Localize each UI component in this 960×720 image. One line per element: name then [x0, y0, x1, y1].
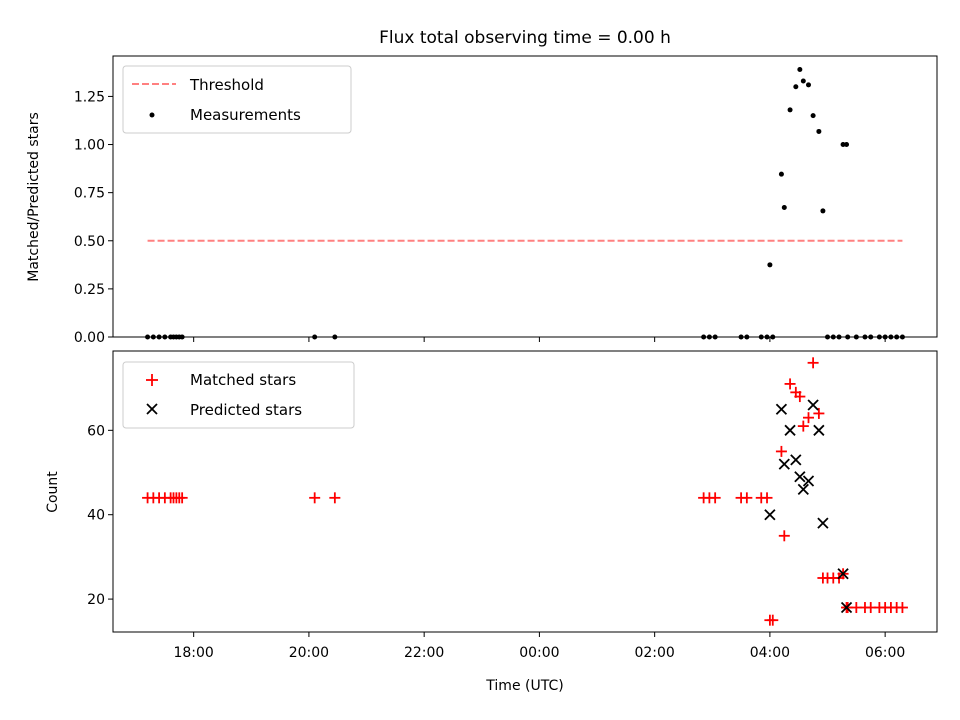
measurement-point	[820, 208, 826, 214]
matched-star-marker	[767, 614, 779, 626]
bottom-x-tick-label: 18:00	[173, 645, 213, 661]
top-legend-box	[122, 65, 352, 134]
legend-predicted-label: Predicted stars	[190, 401, 302, 419]
matched-star-marker	[803, 412, 815, 424]
matched-star-marker	[794, 391, 806, 403]
top-title: Flux total observing time = 0.00 h	[379, 28, 671, 48]
legend-measurements-swatch	[149, 112, 155, 118]
predicted-star-marker	[797, 483, 809, 496]
predicted-star-marker	[807, 399, 819, 411]
top-y-tick-label: 0.75	[74, 186, 105, 202]
measurement-point	[778, 171, 784, 177]
matched-star-marker	[741, 492, 753, 504]
predicted-star-marker	[837, 568, 849, 580]
top-panel: Flux total observing time = 0.00 h Match…	[26, 28, 938, 346]
legend-matched-label: Matched stars	[190, 371, 296, 389]
predicted-star-marker	[784, 424, 796, 436]
top-y-tick-label: 0.00	[74, 330, 105, 346]
top-y-ticks: 0.00 0.25 0.50 0.75 1.00 1.25	[74, 89, 113, 346]
top-y-tick-label: 1.25	[74, 89, 105, 105]
measurement-point	[767, 262, 773, 268]
measurement-point	[800, 78, 806, 84]
measurement-point	[787, 107, 793, 113]
measurement-point	[793, 84, 799, 90]
bottom-y-ticks: 20 40 60	[87, 423, 113, 608]
matched-stars-points	[142, 357, 908, 626]
measurement-point	[816, 128, 822, 134]
measurement-point	[844, 142, 850, 148]
matched-star-marker	[797, 420, 809, 432]
matched-star-marker	[775, 445, 787, 457]
bottom-x-ticks: 18:00 20:00 22:00 00:00 02:00 04:00 06:00	[173, 632, 905, 661]
predicted-star-marker	[817, 517, 829, 529]
predicted-star-marker	[802, 475, 815, 487]
matched-star-marker	[709, 492, 721, 504]
measurement-point	[797, 66, 803, 72]
measurement-point	[781, 204, 787, 210]
matched-star-marker	[807, 357, 819, 369]
predicted-star-marker	[794, 471, 806, 483]
predicted-star-marker	[840, 601, 853, 614]
top-legend: Threshold Measurements	[122, 65, 352, 134]
measurement-point	[840, 142, 846, 148]
bottom-y-tick-label: 20	[87, 592, 105, 608]
predicted-star-marker	[778, 458, 790, 470]
bottom-panel: Count Time (UTC) 20 40 60 18:00 20:00 22:00 0…	[45, 350, 938, 694]
predicted-star-marker	[775, 403, 788, 415]
predicted-star-marker	[813, 424, 825, 436]
matched-star-marker	[778, 530, 790, 542]
legend-threshold-label: Threshold	[189, 76, 264, 94]
bottom-legend: Matched stars Predicted stars	[122, 361, 355, 429]
measurement-point	[806, 82, 812, 88]
matched-star-marker	[309, 492, 321, 504]
legend-predicted-swatch	[146, 403, 158, 415]
predicted-star-marker	[764, 509, 776, 521]
bottom-x-tick-label: 04:00	[750, 645, 790, 661]
bottom-y-axis-label: Count	[45, 471, 61, 513]
predicted-stars-points	[764, 399, 853, 614]
x-axis-label: Time (UTC)	[485, 678, 563, 694]
matched-star-marker	[176, 492, 188, 504]
top-y-tick-label: 0.25	[74, 282, 105, 298]
bottom-x-tick-label: 22:00	[404, 645, 444, 661]
matched-star-marker	[784, 378, 796, 390]
bottom-y-tick-label: 40	[87, 508, 105, 524]
top-y-axis-label: Matched/Predicted stars	[26, 112, 42, 282]
matched-star-marker	[896, 602, 908, 614]
matched-star-marker	[761, 492, 773, 504]
matched-star-marker	[329, 492, 341, 504]
bottom-y-tick-label: 60	[87, 423, 105, 439]
bottom-axes-frame	[112, 350, 938, 633]
legend-matched-swatch	[146, 374, 158, 386]
predicted-star-marker	[790, 454, 802, 466]
bottom-x-tick-label: 00:00	[519, 645, 559, 661]
top-y-tick-label: 1.00	[74, 138, 105, 154]
top-y-tick-label: 0.50	[74, 234, 105, 250]
bottom-x-tick-label: 06:00	[865, 645, 905, 661]
bottom-x-tick-label: 02:00	[634, 645, 674, 661]
bottom-x-tick-label: 20:00	[289, 645, 329, 661]
legend-measurements-label: Measurements	[190, 106, 301, 124]
bottom-legend-box	[122, 361, 355, 429]
top-axes-frame	[112, 55, 938, 338]
measurement-point	[810, 113, 816, 119]
matched-star-marker	[813, 407, 825, 419]
